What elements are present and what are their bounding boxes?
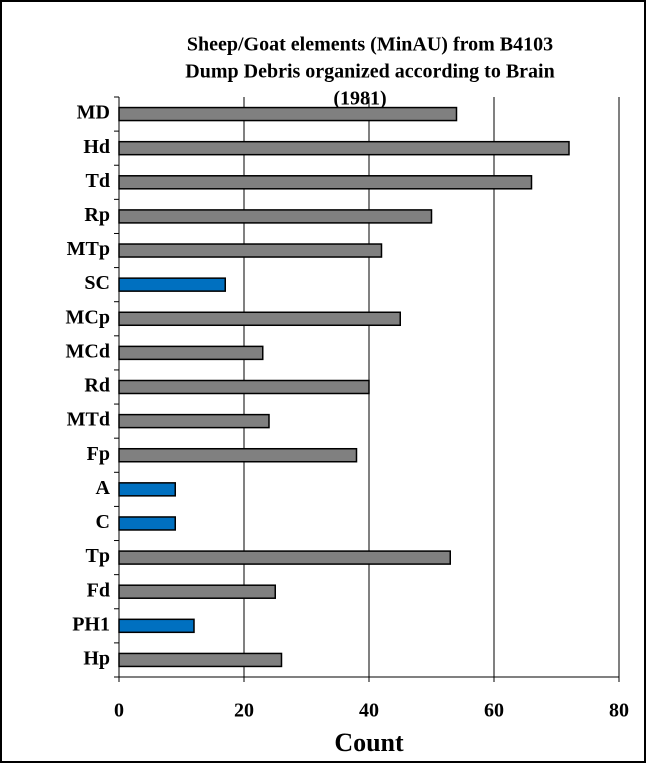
- x-tick-label: 0: [114, 700, 124, 722]
- bar: [118, 106, 458, 122]
- chart-title: Dump Debris organized according to Brain: [185, 61, 554, 83]
- bar: [118, 345, 264, 361]
- y-tick-label: Rp: [84, 204, 110, 226]
- y-tick-label: Fd: [87, 579, 110, 601]
- y-tick-label: Td: [86, 170, 110, 192]
- y-tick-label: Hp: [83, 648, 110, 670]
- bar: [118, 447, 358, 463]
- bar: [118, 482, 176, 497]
- y-tick-label: Rd: [84, 375, 110, 397]
- bar: [118, 311, 401, 327]
- bar: [118, 379, 370, 395]
- chart-title: (1981): [333, 88, 386, 110]
- y-tick-label: MD: [77, 102, 110, 124]
- bar: [118, 140, 570, 156]
- bar: [118, 175, 533, 190]
- bar: [118, 413, 270, 429]
- bar: [118, 209, 433, 224]
- x-tick-label: 40: [359, 700, 379, 722]
- y-tick-label: MCp: [66, 306, 110, 328]
- y-tick-label: C: [96, 511, 110, 533]
- bar: [118, 652, 283, 668]
- x-tick-label: 80: [609, 700, 629, 722]
- bar: [118, 277, 226, 292]
- bar: [118, 243, 383, 258]
- y-tick-label: MTd: [67, 409, 110, 431]
- y-tick-label: MCd: [66, 340, 110, 362]
- x-tick-label: 20: [234, 700, 254, 722]
- y-tick-label: MTp: [67, 238, 110, 260]
- y-tick-label: SC: [84, 272, 110, 294]
- bar: [118, 550, 451, 565]
- y-tick-label: PH1: [72, 613, 110, 635]
- bar: [118, 516, 176, 531]
- y-tick-label: Tp: [86, 545, 110, 567]
- bar: [118, 584, 276, 599]
- chart-title: Sheep/Goat elements (MinAU) from B4103: [187, 34, 553, 56]
- bar: [118, 618, 195, 634]
- y-tick-label: A: [96, 477, 111, 499]
- y-tick-label: Hd: [83, 136, 110, 158]
- x-tick-label: 60: [484, 700, 504, 722]
- x-axis-label: Count: [334, 728, 404, 757]
- y-tick-label: Fp: [87, 443, 110, 465]
